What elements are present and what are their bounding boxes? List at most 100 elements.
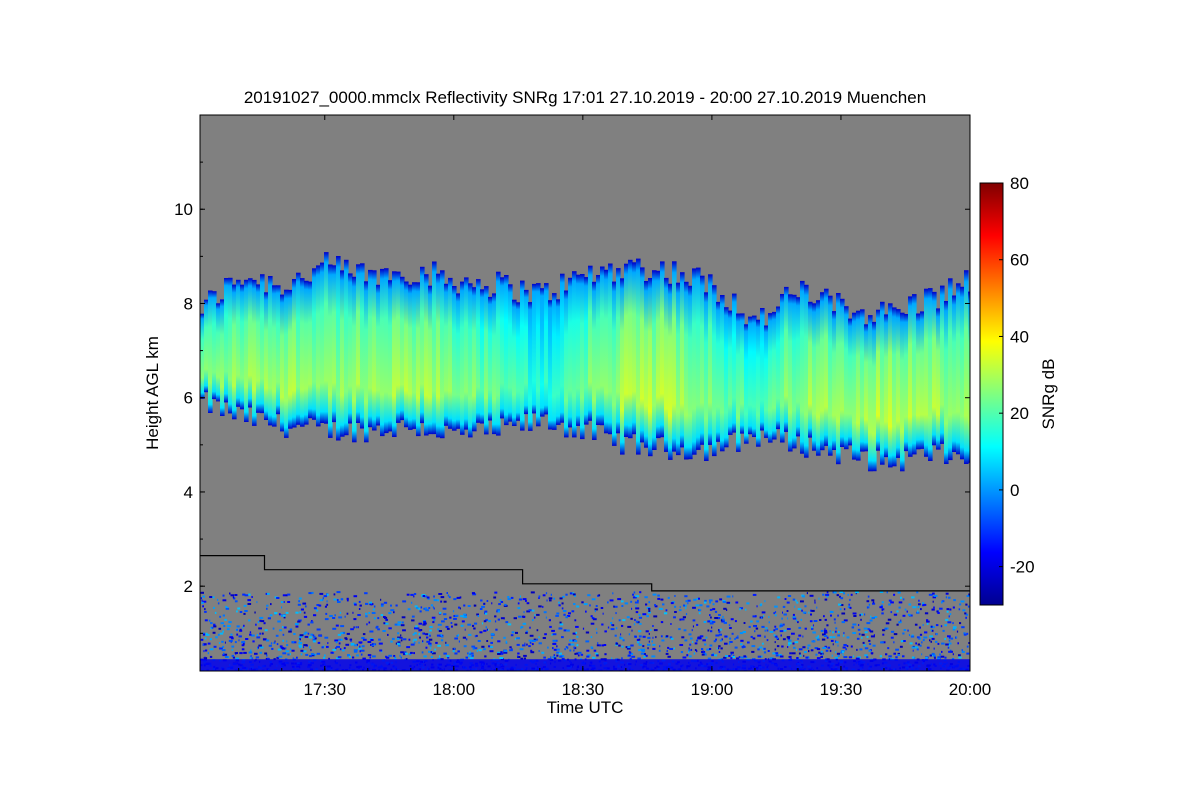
cloud-column [492,293,497,435]
colorbar-tick-label: 60 [1010,251,1029,270]
clutter-speckle [552,647,554,650]
clutter-speckle [298,600,300,603]
clutter-speckle [212,631,216,634]
clutter-speckle [558,601,560,604]
clutter-speckle [209,648,214,651]
clutter-speckle [297,620,301,623]
clutter-speckle [932,592,935,595]
clutter-speckle [400,656,402,659]
clutter-speckle [846,636,850,639]
clutter-speckle [326,603,329,606]
clutter-speckle [304,631,308,634]
clutter-speckle [595,628,598,631]
clutter-speckle [696,650,698,653]
clutter-speckle [507,598,512,601]
cloud-column [604,269,609,434]
clutter-speckle [811,640,816,643]
clutter-speckle [201,599,203,602]
cloud-column [408,284,413,430]
clutter-speckle [580,658,582,661]
clutter-speckle [906,610,908,613]
clutter-speckle [902,614,906,617]
clutter-speckle [835,651,837,654]
clutter-speckle [475,634,478,637]
clutter-speckle [430,656,433,658]
clutter-speckle [255,656,260,659]
clutter-speckle [681,618,685,621]
clutter-speckle [597,594,600,597]
clutter-speckle [941,650,943,653]
clutter-speckle [525,630,528,633]
clutter-speckle [632,593,634,596]
clutter-speckle [367,654,372,657]
clutter-speckle [222,614,225,617]
clutter-speckle [612,624,615,627]
clutter-speckle [241,648,245,651]
cloud-column [376,284,381,426]
heatmap-layer [200,252,970,671]
clutter-speckle [445,655,450,657]
clutter-speckle [317,641,321,644]
clutter-speckle [629,652,634,655]
clutter-speckle [936,633,938,636]
clutter-speckle [674,611,677,613]
clutter-speckle [893,593,896,596]
clutter-speckle [738,656,741,659]
clutter-speckle [345,638,348,641]
clutter-speckle [777,596,781,599]
clutter-speckle [316,604,320,606]
clutter-speckle [247,603,252,605]
clutter-speckle [380,614,384,617]
clutter-speckle [856,637,860,640]
clutter-speckle [346,612,349,615]
clutter-speckle [646,615,649,618]
clutter-speckle [635,595,640,598]
clutter-speckle [958,654,961,657]
clutter-speckle [553,597,556,600]
clutter-speckle [302,602,307,605]
cloud-column [316,265,321,427]
clutter-speckle [260,646,264,649]
clutter-speckle [838,631,840,633]
clutter-speckle [337,656,342,659]
clutter-speckle [730,653,733,656]
clutter-speckle [236,628,238,631]
clutter-speckle [652,636,654,639]
clutter-speckle [645,654,648,657]
clutter-speckle [454,614,459,617]
clutter-speckle [283,616,286,619]
clutter-speckle [752,593,757,596]
clutter-speckle [378,638,381,641]
clutter-speckle [440,596,445,599]
clutter-speckle [573,649,575,652]
clutter-speckle [471,592,475,595]
clutter-speckle [928,593,933,596]
clutter-speckle [685,600,688,603]
clutter-speckle [779,624,784,627]
clutter-speckle [548,597,553,600]
y-tick-label: 10 [174,200,193,219]
clutter-speckle [884,627,888,630]
clutter-speckle [346,599,349,602]
clutter-speckle [754,630,756,633]
clutter-speckle [533,638,536,641]
clutter-speckle [338,616,343,619]
clutter-speckle [358,600,361,603]
clutter-speckle [769,630,774,633]
clutter-speckle [287,593,291,596]
clutter-speckle [796,601,799,604]
clutter-speckle [202,595,206,598]
clutter-speckle [695,639,699,642]
clutter-speckle [276,643,279,646]
clutter-speckle [647,636,651,639]
clutter-speckle [338,638,342,641]
clutter-speckle [739,632,744,635]
cloud-column [460,281,465,435]
clutter-speckle [230,633,233,636]
clutter-speckle [566,646,569,649]
clutter-speckle [826,591,829,594]
clutter-speckle [848,656,853,659]
clutter-speckle [556,612,560,615]
clutter-speckle [397,621,402,624]
clutter-speckle [219,615,222,618]
